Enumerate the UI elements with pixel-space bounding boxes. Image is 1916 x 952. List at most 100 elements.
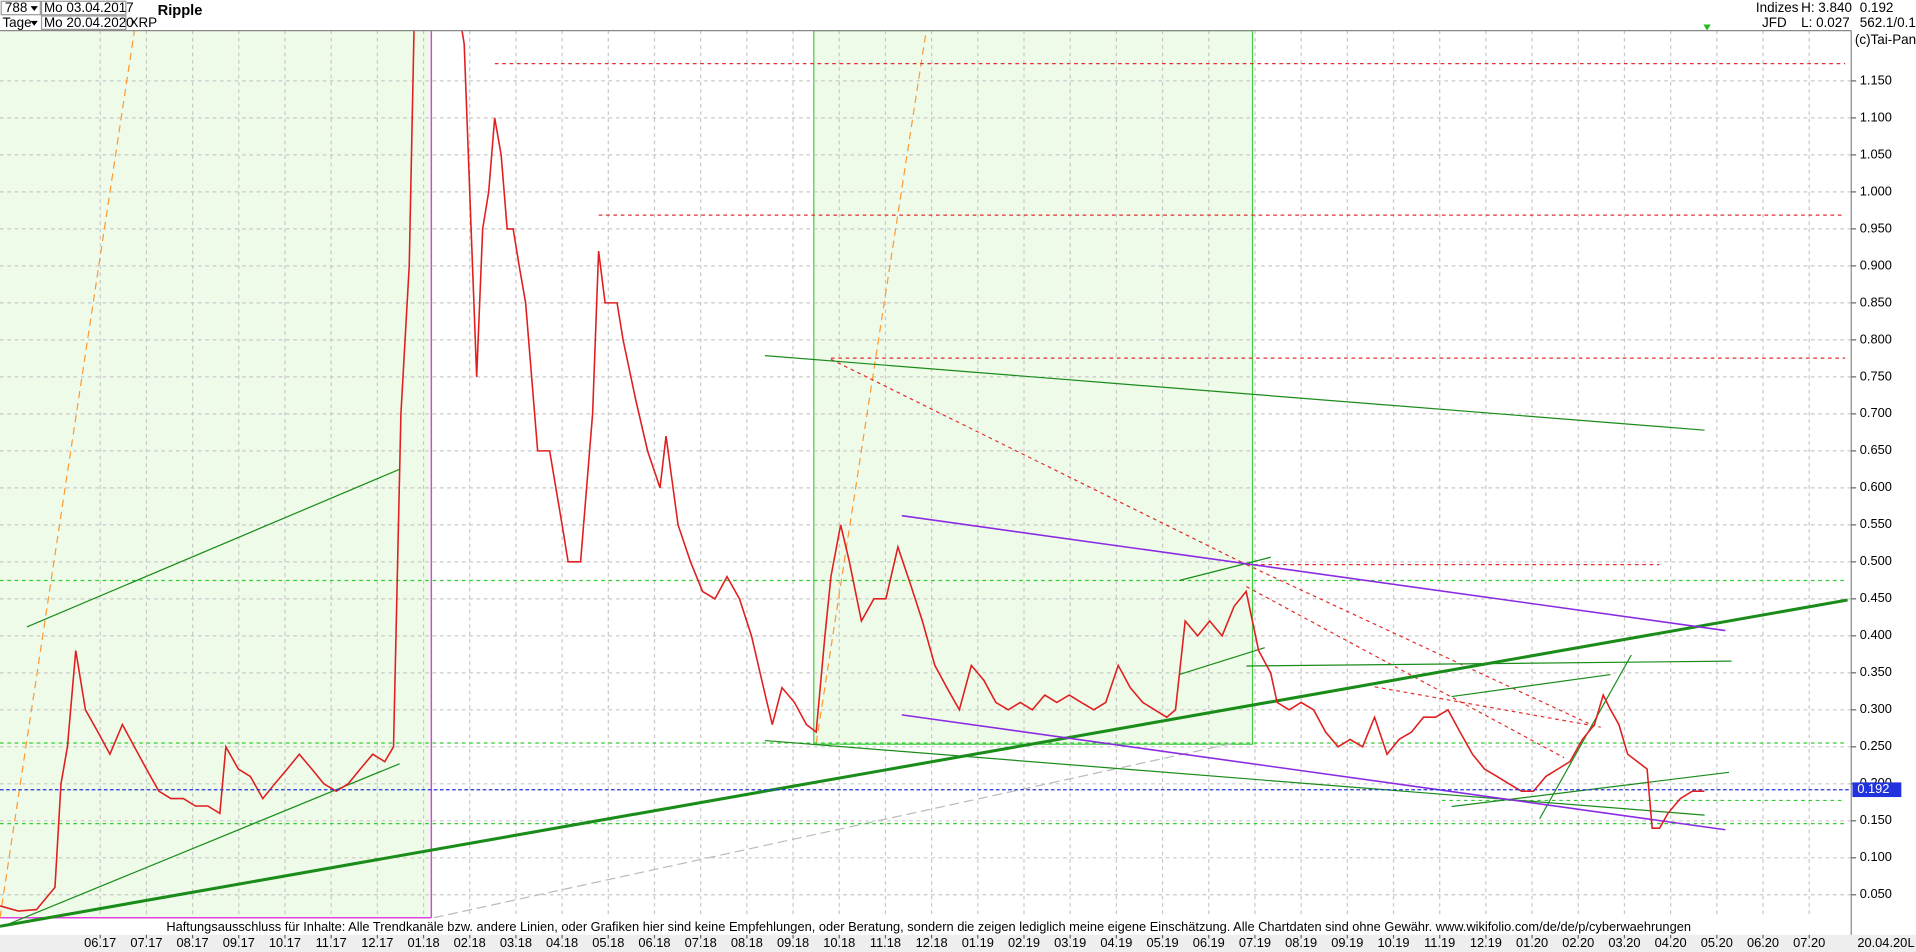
x-tick-label: 12.17 bbox=[361, 935, 393, 950]
x-tick-label: 02.18 bbox=[454, 935, 486, 950]
x-tick-label: 05.19 bbox=[1147, 935, 1179, 950]
period: 788 bbox=[5, 0, 27, 15]
y-tick-label: 0.500 bbox=[1860, 553, 1892, 568]
trend-line bbox=[0, 598, 1848, 928]
time-axis bbox=[0, 934, 1916, 952]
x-tick-label: 10.18 bbox=[823, 935, 855, 950]
from-date: Mo 03.04.2017 bbox=[44, 0, 134, 15]
y-tick-label: 0.300 bbox=[1860, 701, 1892, 716]
x-tick-label: 06.18 bbox=[638, 935, 670, 950]
trend-line bbox=[0, 30, 136, 918]
last-price-label: 0.192 bbox=[1857, 781, 1889, 796]
x-tick-label: 07.20 bbox=[1793, 935, 1825, 950]
date-field[interactable] bbox=[40, 0, 127, 16]
x-tick-label: 07.18 bbox=[685, 935, 717, 950]
trend-line bbox=[764, 739, 1705, 816]
trend-line bbox=[764, 355, 1705, 431]
y-tick-label: 0.950 bbox=[1860, 220, 1892, 235]
x-tick-label: 08.19 bbox=[1285, 935, 1317, 950]
price-axis bbox=[1851, 0, 1916, 952]
to-date: Mo 20.04.2020 bbox=[44, 15, 134, 30]
trend-line bbox=[26, 468, 400, 628]
x-tick-label: 09.17 bbox=[223, 935, 255, 950]
x-tick-label: 05.18 bbox=[592, 935, 624, 950]
x-tick-label: 11.17 bbox=[316, 935, 347, 950]
broker: JFD bbox=[1762, 15, 1787, 30]
x-tick-label: 08.17 bbox=[177, 935, 209, 950]
y-tick-label: 1.000 bbox=[1860, 183, 1892, 198]
price-line bbox=[0, 30, 1705, 912]
period-select[interactable] bbox=[0, 0, 41, 16]
header bbox=[0, 0, 1916, 31]
trend-line bbox=[901, 514, 1726, 632]
x-tick-label: 06.19 bbox=[1193, 935, 1225, 950]
y-tick-label: 0.750 bbox=[1860, 368, 1892, 383]
trend-line bbox=[1374, 686, 1601, 728]
y-tick-label: 0.600 bbox=[1860, 479, 1892, 494]
high: H: 3.840 bbox=[1801, 0, 1852, 15]
marker bbox=[1703, 24, 1711, 31]
x-tick-label: 11.18 bbox=[870, 935, 901, 950]
y-tick-label: 0.050 bbox=[1860, 886, 1892, 901]
y-tick-label: 0.650 bbox=[1860, 442, 1892, 457]
y-tick-label: 0.150 bbox=[1860, 812, 1892, 827]
trend-line bbox=[901, 714, 1726, 831]
x-tick-label: 03.20 bbox=[1608, 935, 1640, 950]
x-tick-label: 07.19 bbox=[1239, 935, 1271, 950]
dropdown-arrow[interactable] bbox=[30, 6, 38, 12]
x-tick-label: 07.17 bbox=[130, 935, 162, 950]
x-tick-label: 08.18 bbox=[731, 935, 763, 950]
symbol: XRP bbox=[130, 15, 158, 30]
drawings bbox=[0, 29, 1254, 919]
x-tick-label: 02.20 bbox=[1562, 935, 1594, 950]
y-tick-label: 0.250 bbox=[1860, 738, 1892, 753]
x-tick-label: 10.19 bbox=[1377, 935, 1409, 950]
y-tick-label: 0.850 bbox=[1860, 294, 1892, 309]
x-tick-label: 11.19 bbox=[1424, 935, 1455, 950]
scale-mode: L bbox=[1907, 935, 1914, 950]
y-tick-label: 1.100 bbox=[1860, 109, 1892, 124]
ratio: 562.1/0.16 bbox=[1860, 15, 1916, 30]
y-tick-label: 0.100 bbox=[1860, 849, 1892, 864]
x-tick-label: 01.20 bbox=[1516, 935, 1548, 950]
x-tick-label: 04.20 bbox=[1655, 935, 1687, 950]
zone bbox=[0, 30, 432, 918]
x-tick-label: 09.18 bbox=[777, 935, 809, 950]
y-tick-label: 0.700 bbox=[1860, 405, 1892, 420]
trend-line bbox=[1246, 660, 1732, 667]
x-tick-label: 02.19 bbox=[1008, 935, 1040, 950]
zone bbox=[813, 29, 1254, 745]
y-tick-label: 0.900 bbox=[1860, 257, 1892, 272]
date-field[interactable] bbox=[40, 15, 127, 30]
x-tick-label: 12.19 bbox=[1470, 935, 1502, 950]
group: Indizes bbox=[1756, 0, 1799, 15]
plot bbox=[0, 30, 1852, 912]
x-tick-label: 01.19 bbox=[962, 935, 994, 950]
x-tick-label: 12.18 bbox=[916, 935, 948, 950]
title: Ripple bbox=[158, 3, 203, 19]
x-tick-label: 09.19 bbox=[1331, 935, 1363, 950]
x-tick-label: 04.19 bbox=[1100, 935, 1132, 950]
interval: Tage bbox=[2, 15, 31, 30]
x-tick-label: 06.17 bbox=[84, 935, 116, 950]
y-tick-label: 1.050 bbox=[1860, 146, 1892, 161]
x-tick-label: 05.20 bbox=[1701, 935, 1733, 950]
low: L: 0.027 bbox=[1801, 15, 1850, 30]
y-tick-label: 0.550 bbox=[1860, 516, 1892, 531]
y-tick-label: 0.350 bbox=[1860, 664, 1892, 679]
trend-line bbox=[1246, 586, 1565, 759]
copyright: (c)Tai-Pan bbox=[1855, 32, 1916, 47]
x-tick-label: 06.20 bbox=[1747, 935, 1779, 950]
dropdown-arrow[interactable] bbox=[30, 20, 38, 26]
y-tick-label: 1.150 bbox=[1860, 72, 1892, 87]
y-tick-label: 0.800 bbox=[1860, 331, 1892, 346]
x-tick-label: 10.17 bbox=[269, 935, 301, 950]
axes: 0.0500.1000.1500.2000.2500.3000.3500.400… bbox=[84, 72, 1902, 950]
disclaimer: Haftungsausschluss für Inhalte: Alle Tre… bbox=[166, 919, 1691, 934]
grid bbox=[0, 30, 1852, 918]
trend-line bbox=[1451, 673, 1611, 698]
last-price: 0.192 bbox=[1860, 0, 1894, 15]
x-tick-label: 01.18 bbox=[407, 935, 439, 950]
x-tick-label: 04.18 bbox=[546, 935, 578, 950]
